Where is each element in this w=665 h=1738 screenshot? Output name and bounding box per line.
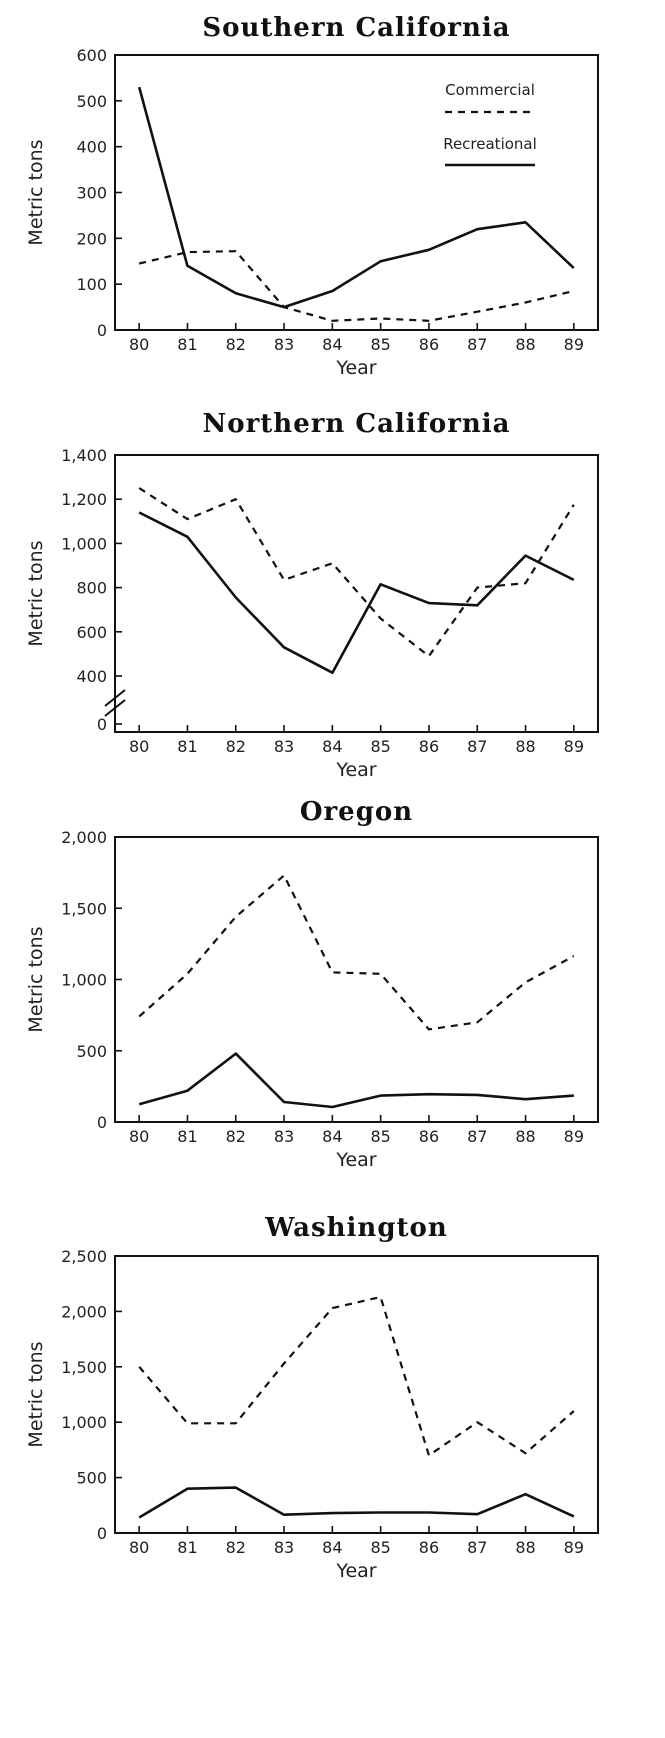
y-tick-label: 400 — [76, 667, 107, 686]
chart-panel-1: Northern California 0 400 600 800 1,000 1,200 1… — [25, 409, 599, 781]
x-tick-label: 87 — [467, 335, 487, 354]
plot-frame — [114, 454, 599, 733]
x-tick-label: 84 — [322, 335, 342, 354]
x-tick-label: 80 — [129, 1127, 149, 1146]
x-tick-label: 80 — [129, 1538, 149, 1557]
x-tick-label: 85 — [370, 335, 390, 354]
y-tick-label: 1,200 — [61, 490, 107, 509]
x-tick-label: 89 — [564, 737, 584, 756]
x-tick-label: 85 — [370, 1538, 390, 1557]
y-tick-label: 600 — [76, 46, 107, 65]
chart-title: Northern California — [202, 409, 510, 439]
y-tick-label: 0 — [97, 321, 107, 340]
plot-frame — [114, 1255, 599, 1534]
axis-break-mark — [104, 699, 126, 717]
series-line-recreational — [137, 86, 575, 309]
series-line-commercial — [138, 250, 575, 322]
y-tick-label: 800 — [76, 579, 107, 598]
y-tick-label: 1,000 — [61, 1413, 107, 1432]
y-tick-label: 500 — [76, 1042, 107, 1061]
x-tick-label: 89 — [564, 1538, 584, 1557]
y-tick-label: 600 — [76, 623, 107, 642]
x-axis-label: Year — [335, 357, 376, 379]
chart-title: Oregon — [300, 797, 413, 827]
x-tick-label: 84 — [322, 1538, 342, 1557]
x-tick-label: 86 — [419, 737, 439, 756]
y-tick-label: 0 — [97, 715, 107, 734]
x-tick-label: 84 — [322, 737, 342, 756]
y-tick-label: 2,000 — [61, 828, 107, 847]
y-tick-label: 500 — [76, 92, 107, 111]
legend-label-commercial: Commercial — [445, 81, 535, 99]
x-tick-label: 88 — [515, 1538, 535, 1557]
chart-title: Washington — [264, 1213, 448, 1243]
y-axis-label: Metric tons — [25, 926, 47, 1032]
x-tick-label: 83 — [274, 737, 294, 756]
x-tick-label: 81 — [177, 335, 197, 354]
y-axis-label: Metric tons — [25, 540, 47, 646]
y-tick-label: 2,500 — [61, 1247, 107, 1266]
y-tick-label: 100 — [76, 275, 107, 294]
x-tick-label: 88 — [515, 737, 535, 756]
y-tick-label: 2,000 — [61, 1302, 107, 1321]
series-line-recreational — [138, 1052, 574, 1109]
x-tick-label: 86 — [419, 335, 439, 354]
x-tick-label: 81 — [177, 737, 197, 756]
y-tick-label: 1,500 — [61, 1358, 107, 1377]
x-axis-label: Year — [335, 1560, 376, 1582]
y-tick-label: 500 — [76, 1469, 107, 1488]
x-tick-label: 83 — [274, 335, 294, 354]
y-tick-label: 1,000 — [61, 971, 107, 990]
y-tick-label: 0 — [97, 1113, 107, 1132]
legend-label-recreational: Recreational — [443, 135, 537, 153]
series-line-commercial — [138, 487, 575, 658]
x-tick-label: 85 — [370, 737, 390, 756]
x-tick-label: 88 — [515, 335, 535, 354]
legend: Commercial Recreational — [443, 81, 537, 167]
x-axis-label: Year — [335, 1149, 376, 1171]
y-tick-label: 1,400 — [61, 446, 107, 465]
x-tick-label: 80 — [129, 737, 149, 756]
x-tick-label: 87 — [467, 737, 487, 756]
y-tick-label: 400 — [76, 138, 107, 157]
series-line-recreational — [138, 511, 575, 675]
x-tick-label: 89 — [564, 335, 584, 354]
x-tick-label: 83 — [274, 1538, 294, 1557]
y-tick-label: 200 — [76, 229, 107, 248]
x-tick-label: 87 — [467, 1538, 487, 1557]
x-tick-label: 80 — [129, 335, 149, 354]
axis-break-mark — [104, 689, 126, 707]
x-tick-label: 82 — [226, 737, 246, 756]
y-axis-label: Metric tons — [25, 1341, 47, 1447]
y-tick-label: 0 — [97, 1524, 107, 1543]
x-tick-label: 83 — [274, 1127, 294, 1146]
x-tick-label: 81 — [177, 1127, 197, 1146]
series-line-recreational — [138, 1486, 575, 1519]
series-line-commercial — [138, 1295, 575, 1457]
x-tick-label: 86 — [419, 1538, 439, 1557]
chart-panel-2: Oregon 0 500 1,000 1,500 2,000 80 81 82 83 84 85 86 8… — [25, 797, 599, 1171]
x-tick-label: 82 — [226, 335, 246, 354]
x-tick-label: 85 — [370, 1127, 390, 1146]
series-line-commercial — [138, 874, 575, 1031]
y-tick-label: 1,500 — [61, 899, 107, 918]
x-tick-label: 89 — [564, 1127, 584, 1146]
chart-panel-3: Washington 0 500 1,000 1,500 2,000 2,500 80 81 82… — [25, 1213, 599, 1582]
x-axis-label: Year — [335, 759, 376, 781]
x-tick-label: 82 — [226, 1127, 246, 1146]
y-axis-label: Metric tons — [25, 139, 47, 245]
x-tick-label: 81 — [177, 1538, 197, 1557]
x-tick-label: 86 — [419, 1127, 439, 1146]
x-tick-label: 87 — [467, 1127, 487, 1146]
chart-title: Southern California — [202, 13, 510, 43]
y-tick-label: 1,000 — [61, 534, 107, 553]
plot-frame — [114, 836, 599, 1123]
x-tick-label: 82 — [226, 1538, 246, 1557]
y-tick-label: 300 — [76, 184, 107, 203]
x-tick-label: 88 — [515, 1127, 535, 1146]
chart-panel-0: Southern California 0 100 200 300 400 500 600 80… — [25, 13, 599, 379]
x-tick-label: 84 — [322, 1127, 342, 1146]
